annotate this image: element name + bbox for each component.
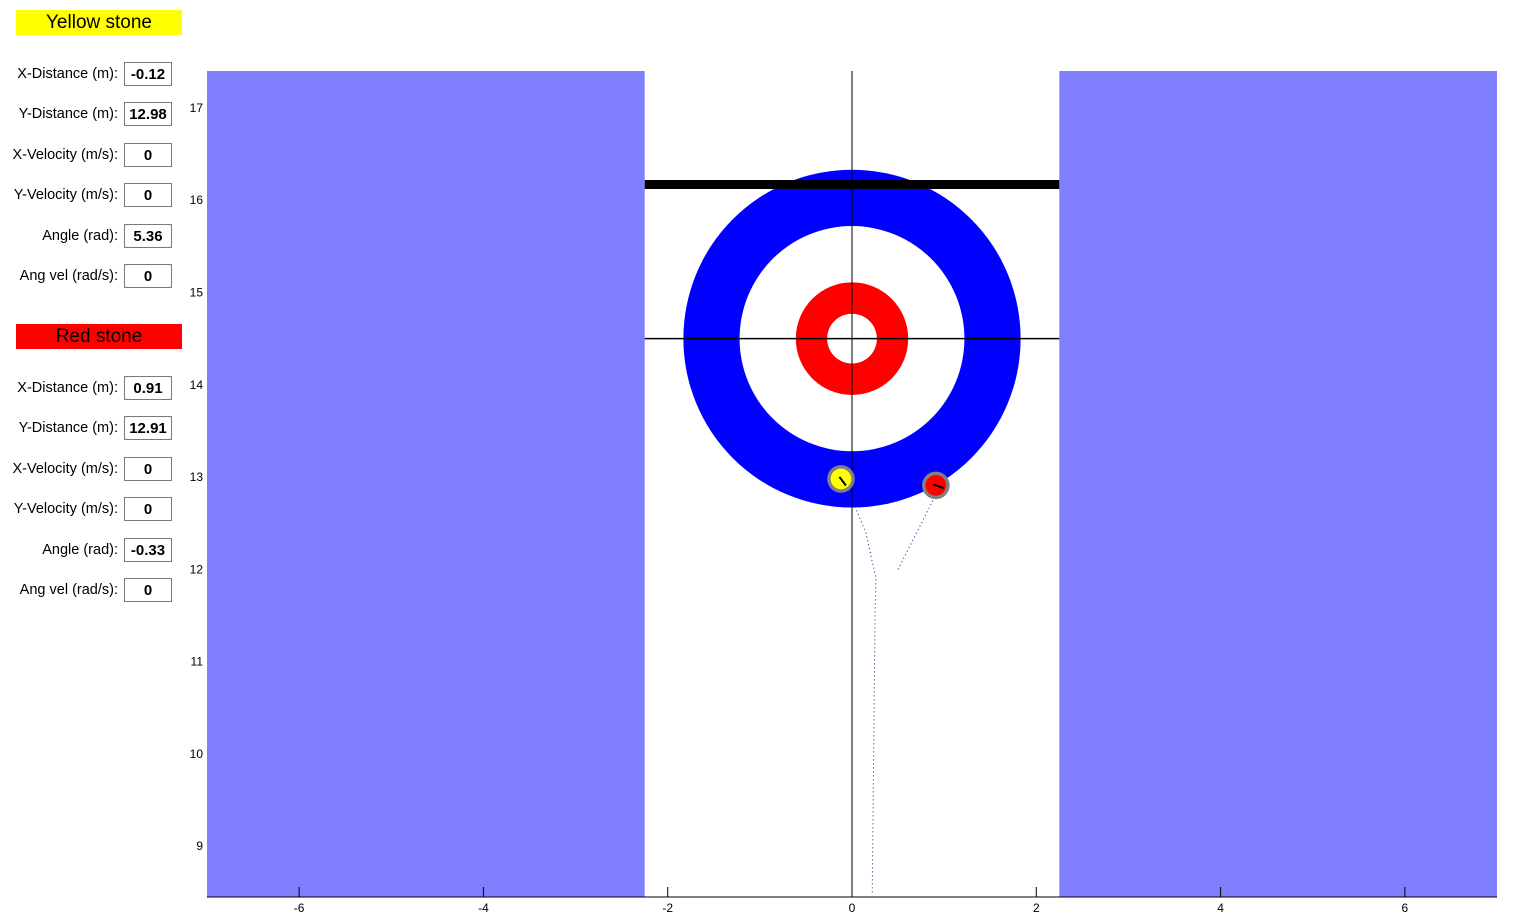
stone-state-panel: Yellow stone X-Distance (m): -0.12 Y-Distan…	[0, 0, 200, 923]
field-label: Ang vel (rad/s):	[19, 268, 118, 284]
red-field-row: Y-Distance (m): 12.91	[0, 416, 200, 442]
x-tick-label: -6	[294, 901, 305, 915]
yellow-field-row: X-Velocity (m/s): 0	[0, 143, 200, 169]
field-value-input[interactable]: 0	[124, 497, 172, 521]
field-value-input[interactable]: 0	[124, 264, 172, 288]
y-tick-label: 15	[190, 285, 204, 299]
red-stone-trail	[897, 499, 934, 570]
field-value-input[interactable]: 5.36	[124, 224, 172, 248]
y-tick-label: 9	[196, 839, 203, 853]
x-tick-label: -4	[478, 901, 489, 915]
yellow-field-row: X-Distance (m): -0.12	[0, 62, 200, 88]
field-value-input[interactable]: 0.91	[124, 376, 172, 400]
field-value-input[interactable]: 12.98	[124, 102, 172, 126]
field-label: Y-Distance (m):	[18, 420, 118, 436]
field-value-input[interactable]: 0	[124, 183, 172, 207]
field-value-input[interactable]: -0.33	[124, 538, 172, 562]
field-label: X-Velocity (m/s):	[12, 461, 118, 477]
field-label: Y-Distance (m):	[18, 106, 118, 122]
red-field-row: X-Distance (m): 0.91	[0, 376, 200, 402]
x-tick-label: 6	[1402, 901, 1409, 915]
red-field-row: Ang vel (rad/s): 0	[0, 578, 200, 604]
field-label: Y-Velocity (m/s):	[13, 501, 118, 517]
yellow-field-row: Y-Distance (m): 12.98	[0, 102, 200, 128]
field-value-input[interactable]: 0	[124, 457, 172, 481]
field-value-input[interactable]: 12.91	[124, 416, 172, 440]
y-tick-label: 14	[190, 378, 204, 392]
y-tick-label: 16	[190, 193, 204, 207]
red-stone-handle	[933, 483, 945, 490]
left-out-of-play-region	[207, 71, 645, 897]
field-value-input[interactable]: 0	[124, 578, 172, 602]
y-tick-label: 17	[190, 101, 204, 115]
field-label: Angle (rad):	[42, 228, 118, 244]
field-value-input[interactable]: -0.12	[124, 62, 172, 86]
yellow-field-row: Y-Velocity (m/s): 0	[0, 183, 200, 209]
y-tick-label: 12	[190, 562, 204, 576]
right-out-of-play-region	[1059, 71, 1497, 897]
field-label: X-Distance (m):	[17, 66, 118, 82]
yellow-field-row: Ang vel (rad/s): 0	[0, 264, 200, 290]
field-label: Angle (rad):	[42, 542, 118, 558]
x-tick-label: 0	[849, 901, 856, 915]
y-tick-label: 11	[191, 655, 204, 669]
red-field-row: Y-Velocity (m/s): 0	[0, 497, 200, 523]
field-label: Ang vel (rad/s):	[19, 582, 118, 598]
field-value-input[interactable]: 0	[124, 143, 172, 167]
field-label: X-Velocity (m/s):	[12, 147, 118, 163]
yellow-stone-handle	[838, 476, 847, 487]
yellow-field-row: Angle (rad): 5.36	[0, 224, 200, 250]
field-label: X-Distance (m):	[17, 380, 118, 396]
x-tick-label: 2	[1033, 901, 1040, 915]
x-tick-label: -2	[662, 901, 673, 915]
field-label: Y-Velocity (m/s):	[13, 187, 118, 203]
y-tick-label: 10	[190, 747, 204, 761]
yellow-stone-header: Yellow stone	[16, 10, 182, 35]
yellow-stone-trail	[847, 490, 877, 893]
red-field-row: Angle (rad): -0.33	[0, 538, 200, 564]
red-stone-header: Red stone	[16, 324, 182, 349]
x-tick-label: 4	[1217, 901, 1224, 915]
red-field-row: X-Velocity (m/s): 0	[0, 457, 200, 483]
y-tick-label: 13	[190, 470, 204, 484]
